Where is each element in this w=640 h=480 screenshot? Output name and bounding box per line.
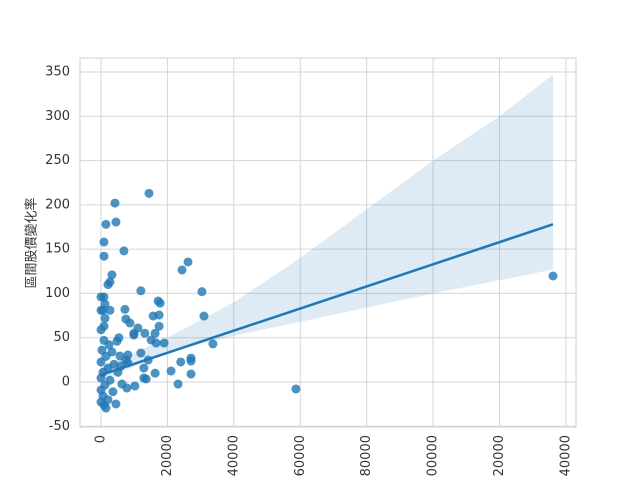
point: [111, 217, 121, 227]
point: [107, 270, 117, 280]
point: [186, 369, 196, 379]
y-tick-label: 200: [45, 197, 70, 212]
point: [108, 387, 118, 397]
point: [101, 219, 111, 229]
point: [121, 314, 131, 324]
point: [115, 351, 125, 361]
plot-area: [79, 57, 577, 428]
x-tick-label: 40000: [558, 435, 573, 476]
point: [96, 292, 106, 302]
y-tick-label: 0: [62, 375, 70, 390]
x-tick-label: 20000: [492, 435, 507, 476]
point: [99, 237, 109, 247]
point: [110, 198, 120, 208]
y-tick-label: 50: [53, 330, 70, 345]
point: [117, 379, 127, 389]
x-tick-label: 0: [93, 435, 108, 443]
point: [136, 286, 146, 296]
point: [96, 373, 106, 383]
y-tick-label: 300: [45, 109, 70, 124]
point: [111, 399, 121, 409]
y-tick-label: -50: [49, 419, 70, 434]
point: [173, 379, 183, 389]
point: [146, 335, 156, 345]
point: [96, 357, 106, 367]
y-tick-label: 150: [45, 242, 70, 257]
point: [208, 339, 218, 349]
regression-line: [100, 223, 554, 377]
point: [130, 381, 140, 391]
point: [150, 368, 160, 378]
point: [99, 400, 109, 410]
y-tick-label: 350: [45, 64, 70, 79]
point: [100, 313, 110, 323]
point: [176, 357, 186, 367]
y-axis-label: 區間股價變化率: [24, 197, 40, 288]
point: [112, 336, 122, 346]
point: [100, 299, 110, 309]
x-tick-label: 20000: [160, 435, 175, 476]
point: [183, 257, 193, 267]
point: [154, 321, 164, 331]
point: [136, 348, 146, 358]
point: [148, 311, 158, 321]
point: [159, 338, 169, 348]
point: [186, 356, 196, 366]
point: [166, 366, 176, 376]
point: [119, 246, 129, 256]
y-tick-label: 250: [45, 153, 70, 168]
point: [140, 328, 150, 338]
y-tick-label: 100: [45, 286, 70, 301]
point: [199, 311, 209, 321]
point: [103, 280, 113, 290]
point: [197, 287, 207, 297]
point: [120, 304, 130, 314]
point: [141, 374, 151, 384]
point: [548, 271, 558, 281]
point: [144, 188, 154, 198]
point: [150, 328, 160, 338]
point: [155, 298, 165, 308]
x-tick-label: 00000: [426, 435, 441, 476]
point: [105, 305, 115, 315]
x-tick-label: 60000: [293, 435, 308, 476]
point: [177, 265, 187, 275]
x-tick-label: 40000: [226, 435, 241, 476]
point: [99, 321, 109, 331]
confidence-band: [100, 74, 553, 382]
point: [129, 330, 139, 340]
point: [139, 363, 149, 373]
point: [104, 340, 114, 350]
point: [99, 251, 109, 261]
x-tick-label: 80000: [359, 435, 374, 476]
point: [291, 384, 301, 394]
